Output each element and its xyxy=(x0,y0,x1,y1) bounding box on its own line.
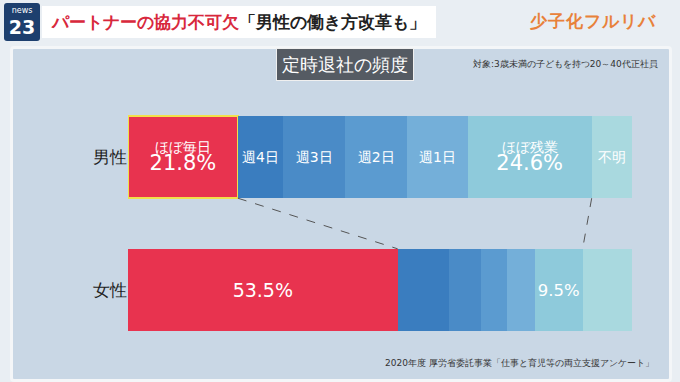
svg-text:週3日: 週3日 xyxy=(296,149,333,165)
svg-text:女性: 女性 xyxy=(93,280,127,300)
svg-text:2020年度 厚労省委託事業「仕事と育児等の両立支援アンケー: 2020年度 厚労省委託事業「仕事と育児等の両立支援アンケート」 xyxy=(385,358,654,368)
svg-text:53.5%: 53.5% xyxy=(233,279,293,301)
html-text:パートナーの協力不可欠「男性の働き方改革も」: パートナーの協力不可欠「男性の働き方改革も」 xyxy=(52,12,426,32)
html-text:少子化フルリバ: 少子化フルリバ xyxy=(530,11,656,31)
svg-text:定時退社の頻度: 定時退社の頻度 xyxy=(282,54,408,75)
svg-text:ほぼ残業24.6%: ほぼ残業24.6% xyxy=(496,139,563,175)
svg-text:不明: 不明 xyxy=(598,149,626,165)
svg-text:週1日: 週1日 xyxy=(419,149,456,165)
svg-text:男性: 男性 xyxy=(93,147,127,167)
html-text:23: 23 xyxy=(8,16,36,38)
svg-text:週2日: 週2日 xyxy=(358,149,395,165)
svg-text:ほぼ毎日21.8%: ほぼ毎日21.8% xyxy=(150,139,217,175)
svg-text:週4日: 週4日 xyxy=(242,149,279,165)
svg-text:対象:3歳未満の子どもを持つ20～40代正社員: 対象:3歳未満の子どもを持つ20～40代正社員 xyxy=(473,59,658,69)
html-text:news: news xyxy=(11,6,33,15)
svg-text:9.5%: 9.5% xyxy=(538,281,580,300)
